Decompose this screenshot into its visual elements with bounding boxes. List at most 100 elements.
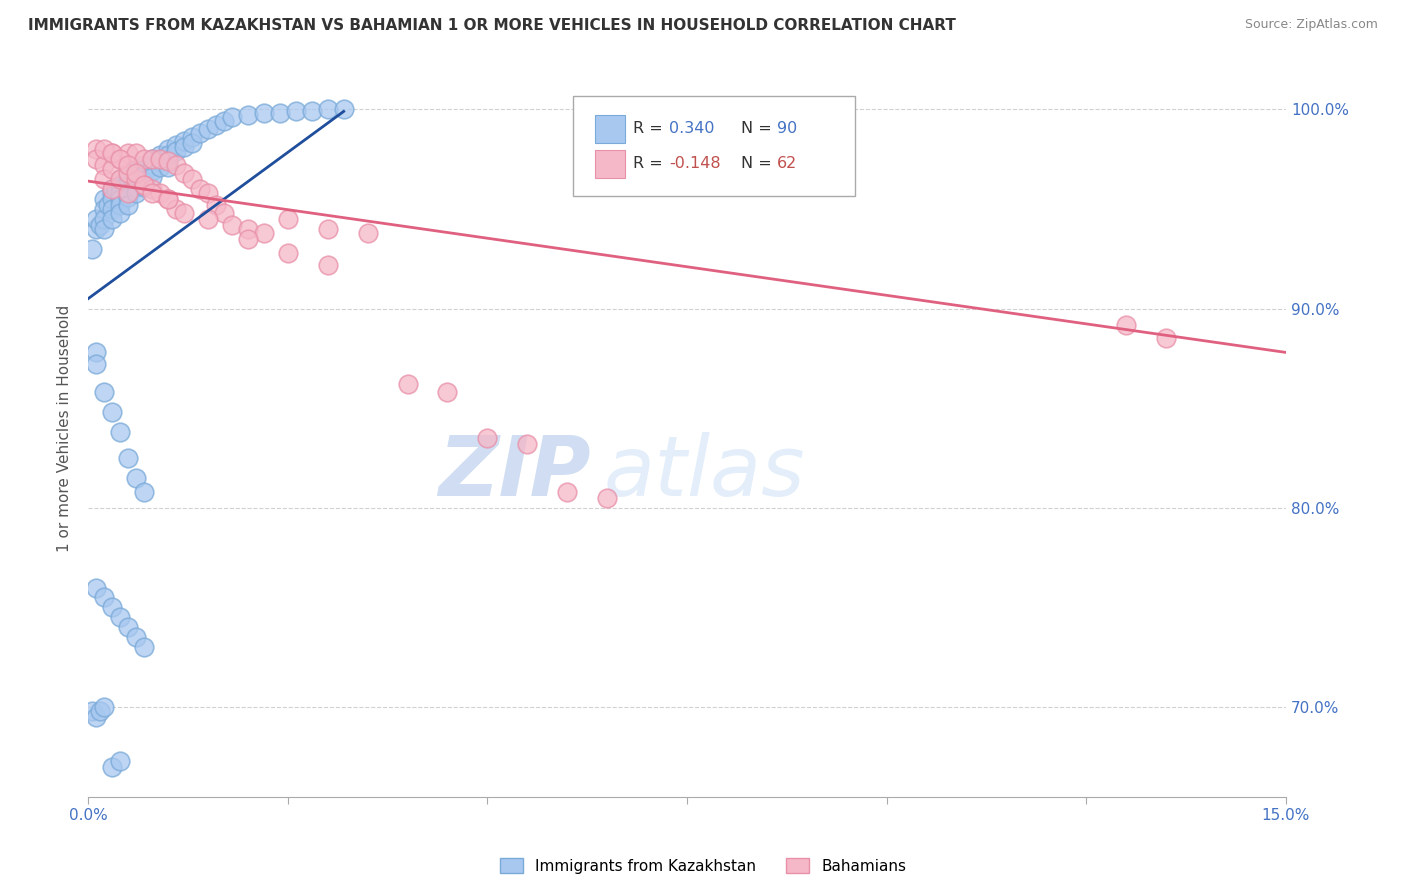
Point <box>82 242 104 256</box>
Point <box>101 182 124 196</box>
Point <box>197 122 219 136</box>
Point <box>82 704 104 718</box>
Point <box>205 198 228 212</box>
Point <box>156 148 179 162</box>
Point <box>555 484 578 499</box>
Point <box>117 166 139 180</box>
Point <box>253 226 276 240</box>
Text: ZIP: ZIP <box>439 432 592 513</box>
Point <box>141 158 163 172</box>
Point <box>108 198 131 212</box>
Point <box>132 152 155 166</box>
Point <box>125 146 148 161</box>
Point <box>356 226 378 240</box>
Point <box>117 158 139 172</box>
Point <box>84 710 107 724</box>
Point <box>108 610 131 624</box>
Point <box>212 206 235 220</box>
Text: R =: R = <box>633 120 668 136</box>
Point <box>108 192 131 206</box>
Point <box>477 431 499 445</box>
Point <box>108 152 131 166</box>
Point <box>132 178 155 193</box>
Point <box>132 180 155 194</box>
Point <box>236 108 259 122</box>
Point <box>117 166 139 180</box>
Point <box>156 154 179 169</box>
Y-axis label: 1 or more Vehicles in Household: 1 or more Vehicles in Household <box>58 304 72 552</box>
Point <box>181 136 204 151</box>
Point <box>141 152 163 166</box>
Point <box>125 180 148 194</box>
Point <box>221 218 243 232</box>
Point <box>101 162 124 177</box>
Point <box>188 126 211 140</box>
Point <box>197 186 219 200</box>
Legend: Immigrants from Kazakhstan, Bahamians: Immigrants from Kazakhstan, Bahamians <box>494 852 912 880</box>
Point <box>101 405 124 419</box>
Text: atlas: atlas <box>603 432 804 513</box>
Point <box>173 134 195 148</box>
Point <box>436 385 458 400</box>
Point <box>277 211 299 226</box>
Point <box>93 222 115 236</box>
Point <box>117 198 139 212</box>
Text: 90: 90 <box>778 120 797 136</box>
Point <box>596 491 619 505</box>
Point <box>108 754 131 768</box>
Point <box>101 760 124 774</box>
Point <box>89 704 111 718</box>
Point <box>108 172 131 186</box>
Point <box>301 104 323 119</box>
Point <box>132 484 155 499</box>
Point <box>84 358 107 372</box>
Point <box>125 471 148 485</box>
Point <box>141 152 163 166</box>
Point <box>84 222 107 236</box>
Point <box>89 218 111 232</box>
Point <box>236 222 259 236</box>
Point <box>173 166 195 180</box>
Point <box>165 145 187 159</box>
Point <box>84 345 107 359</box>
Point <box>117 450 139 465</box>
Point <box>1154 331 1177 345</box>
Point <box>205 119 228 133</box>
Point <box>93 211 115 226</box>
Point <box>117 178 139 193</box>
Point <box>156 160 179 174</box>
Point <box>332 103 354 117</box>
Point <box>93 202 115 216</box>
Point <box>125 174 148 188</box>
Point <box>181 130 204 145</box>
Point <box>156 192 179 206</box>
Text: -0.148: -0.148 <box>669 156 721 171</box>
Point <box>269 106 291 120</box>
Point <box>117 146 139 161</box>
Point <box>125 162 148 177</box>
Point <box>284 104 307 119</box>
Point <box>101 211 124 226</box>
Point <box>117 620 139 634</box>
Point <box>93 192 115 206</box>
Point <box>84 581 107 595</box>
Point <box>125 172 148 186</box>
Point <box>141 164 163 178</box>
Point <box>101 182 124 196</box>
Point <box>101 146 124 161</box>
Point <box>156 154 179 169</box>
Point <box>108 152 131 166</box>
Point <box>108 206 131 220</box>
Point <box>97 198 120 212</box>
Point <box>181 172 204 186</box>
Point <box>108 186 131 200</box>
Point <box>141 182 163 196</box>
Point <box>132 178 155 193</box>
Point <box>101 146 124 161</box>
Point <box>253 106 276 120</box>
Point <box>84 152 107 166</box>
Point <box>516 437 538 451</box>
Point <box>93 158 115 172</box>
Point <box>197 211 219 226</box>
Point <box>173 140 195 154</box>
